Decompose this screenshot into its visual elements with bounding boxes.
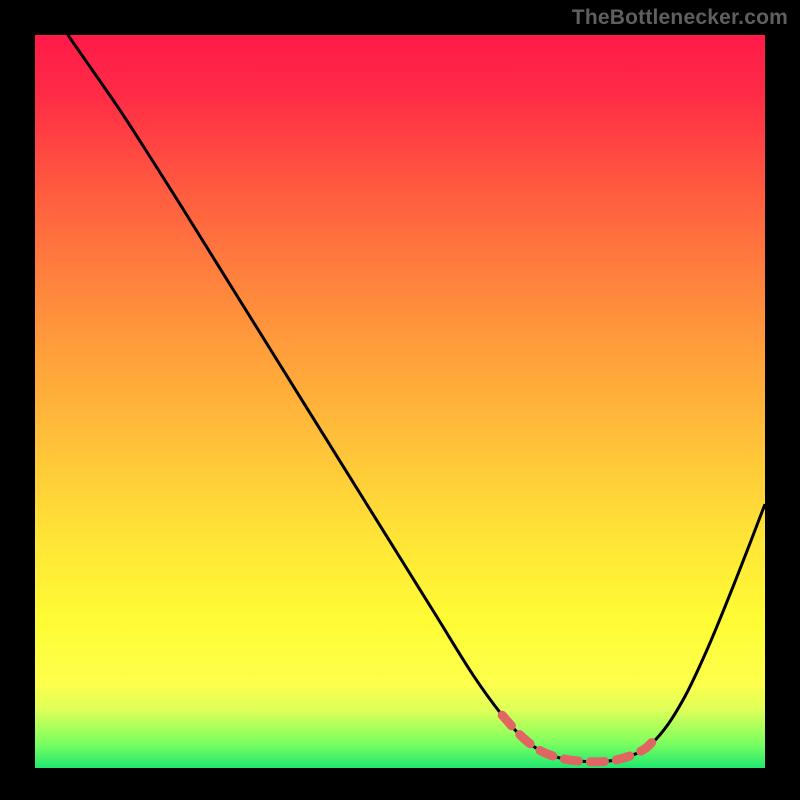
chart-container: { "attribution": "TheBottlenecker.com", … [0, 0, 800, 800]
bottleneck-chart [0, 0, 800, 800]
gradient-background [35, 35, 765, 768]
attribution-label: TheBottlenecker.com [572, 6, 788, 30]
